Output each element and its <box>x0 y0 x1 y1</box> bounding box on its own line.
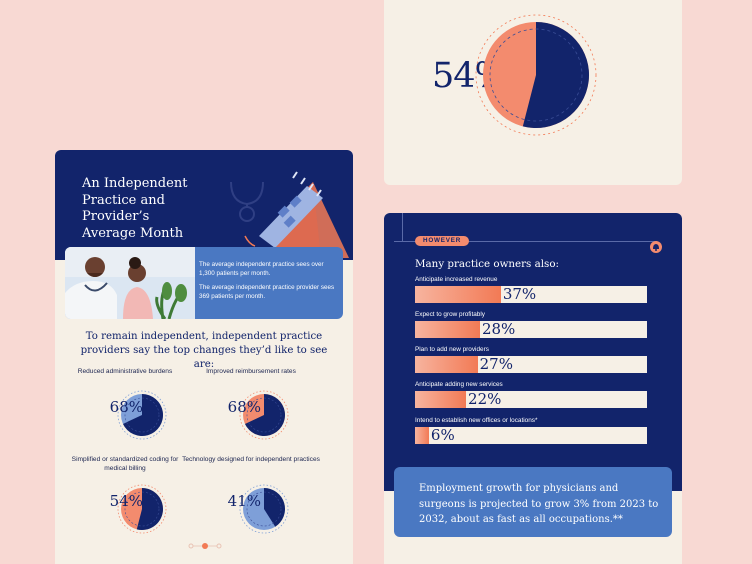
bar-label: Intend to establish new offices or locat… <box>415 417 538 424</box>
bar-percent: 28% <box>481 320 516 338</box>
title-line: An Independent <box>82 176 188 191</box>
bar-label: Expect to grow profitably <box>415 311 485 318</box>
bar-fill <box>415 321 480 338</box>
owners-heading: Many practice owners also: <box>415 258 559 270</box>
donut-coding-billing: Simplified or standardized coding for me… <box>65 456 205 546</box>
bar-track: 37% <box>415 285 647 303</box>
bar-grow-profitably: Expect to grow profitably 28% <box>415 311 647 345</box>
however-badge: HOWEVER <box>415 236 470 246</box>
donut-slice <box>245 394 286 436</box>
divider-line <box>402 213 403 241</box>
donut-dashed-ring <box>117 484 167 534</box>
donut-reimbursement: Improved reimbursement rates 68% <box>201 368 341 458</box>
donut-slice <box>123 394 164 436</box>
practice-owners-card: HOWEVER Many practice owners also: Antic… <box>384 213 682 564</box>
patient-stats-panel: The average independent practice sees ov… <box>65 247 343 319</box>
patient-stats-text: The average independent practice sees ov… <box>199 260 339 306</box>
bar-label: Plan to add new providers <box>415 346 489 353</box>
card-header-panel <box>384 213 682 491</box>
calendar-stethoscope-illustration <box>230 171 349 258</box>
percentage-card: 54% <box>384 0 682 185</box>
donut-inner-ring <box>246 397 282 433</box>
independent-practice-card: An Independent Practice and Provider’s A… <box>55 150 353 564</box>
donut-admin-burdens: Reduced administrative burdens 68% <box>65 368 205 458</box>
donut-dashed-ring <box>117 390 167 440</box>
donut-inner-ring <box>124 491 160 527</box>
bar-fill <box>415 286 501 303</box>
bar-percent: 22% <box>468 390 502 408</box>
donut-dashed-ring <box>239 390 289 440</box>
donut-inner-ring <box>246 491 282 527</box>
decorative-dots <box>188 543 222 549</box>
donut-dashed-ring <box>239 484 289 534</box>
bar-new-services: Anticipate adding new services 22% <box>415 381 647 415</box>
bar-percent: 27% <box>479 355 513 373</box>
bar-label: Anticipate increased revenue <box>415 276 498 283</box>
bar-increased-revenue: Anticipate increased revenue 37% <box>415 276 647 310</box>
employment-growth-note: Employment growth for physicians and sur… <box>394 467 672 537</box>
title-line: Average Month <box>82 225 184 241</box>
bar-track: 6% <box>415 426 647 444</box>
card-header: An Independent Practice and Provider’s A… <box>55 150 353 260</box>
divider-line <box>394 241 656 242</box>
bar-track: 28% <box>415 320 647 338</box>
bar-fill <box>415 427 429 444</box>
large-donut-chart <box>475 14 597 136</box>
bar-label: Anticipate adding new services <box>415 381 503 388</box>
donut-slice <box>136 488 164 530</box>
donut-label: Technology designed for independent prac… <box>182 456 320 463</box>
donut-slice <box>264 488 285 527</box>
provider-stat: The average independent practice provide… <box>199 284 335 300</box>
donut-percent: 54% <box>109 492 143 510</box>
donut-percent: 41% <box>227 492 261 510</box>
bar-fill <box>415 391 467 408</box>
donut-percent: 68% <box>227 398 261 416</box>
donut-chart <box>239 390 289 440</box>
doctor-patient-photo <box>65 247 195 319</box>
donut-chart <box>117 484 167 534</box>
note-text: Employment growth for physicians and sur… <box>419 483 659 525</box>
bar-new-offices: Intend to establish new offices or locat… <box>415 417 647 451</box>
title-line: Practice and Provider’s <box>82 192 165 225</box>
bell-icon <box>650 241 662 253</box>
bar-new-providers: Plan to add new providers 27% <box>415 346 647 380</box>
donut-slice <box>522 21 590 128</box>
bar-track: 27% <box>415 355 647 373</box>
practice-stat: The average independent practice sees ov… <box>199 261 324 277</box>
changes-subtitle: To remain independent, independent pract… <box>80 331 328 370</box>
card-title: An Independent Practice and Provider’s A… <box>82 176 232 242</box>
donut-technology: Technology designed for independent prac… <box>182 456 341 546</box>
donut-inner-ring <box>124 397 160 433</box>
donut-percent: 68% <box>109 398 143 416</box>
donut-label: Simplified or standardized coding for me… <box>71 456 179 472</box>
bar-fill <box>415 356 478 373</box>
donut-chart <box>239 484 289 534</box>
donut-chart <box>117 390 167 440</box>
donut-label: Improved reimbursement rates <box>206 368 296 375</box>
donut-label: Reduced administrative burdens <box>77 368 173 375</box>
bar-percent: 37% <box>502 285 537 303</box>
bar-percent: 6% <box>430 426 455 444</box>
bar-track: 22% <box>415 390 647 408</box>
